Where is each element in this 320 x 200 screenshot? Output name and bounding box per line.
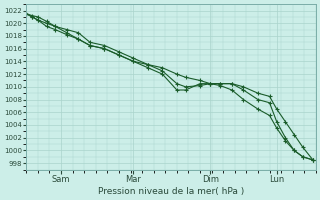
- X-axis label: Pression niveau de la mer( hPa ): Pression niveau de la mer( hPa ): [98, 187, 244, 196]
